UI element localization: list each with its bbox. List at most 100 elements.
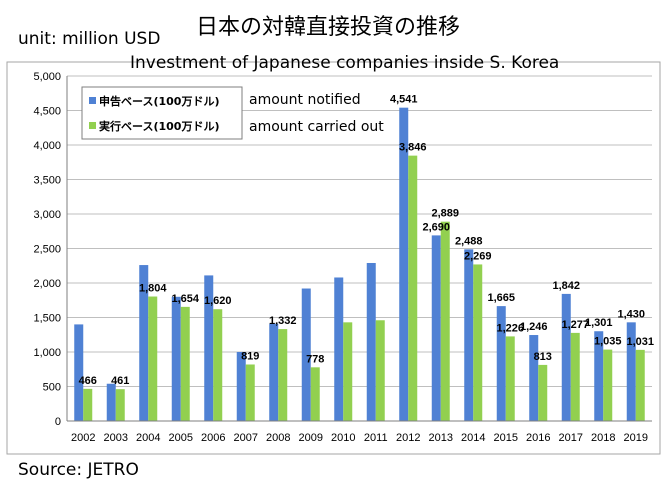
data-label-notified: 1,301 — [585, 317, 613, 329]
x-tick-label: 2018 — [591, 432, 615, 444]
data-label-carried: 1,277 — [561, 319, 589, 331]
bar-carried — [180, 306, 190, 421]
data-label-notified: 1,665 — [487, 292, 515, 304]
x-tick-label: 2003 — [104, 432, 128, 444]
bar-carried — [603, 349, 613, 421]
bar-carried — [83, 388, 93, 421]
bar-carried — [310, 367, 320, 421]
chart-frame — [6, 61, 661, 455]
y-tick-label: 3,500 — [33, 175, 61, 187]
bar-notified — [301, 288, 311, 421]
legend: 申告ベース(100万ドル) 実行ベース(100万ドル) amount notif… — [81, 86, 384, 140]
bar-carried — [635, 349, 645, 421]
y-tick-label: 1,500 — [33, 313, 61, 325]
data-label-carried: 813 — [534, 351, 552, 363]
y-tick-label: 500 — [43, 382, 61, 394]
x-tick-label: 2008 — [266, 432, 290, 444]
y-axis: 0 500 1,000 1,500 2,000 2,500 3,000 3,500 4,000 4… — [33, 71, 68, 428]
data-label-notified: 2,690 — [422, 221, 450, 233]
bar-notified — [74, 324, 84, 421]
data-label-notified: 1,430 — [617, 308, 645, 320]
y-tick-label: 2,000 — [33, 278, 61, 290]
y-tick-label: 1,000 — [33, 347, 61, 359]
bar-notified — [236, 352, 246, 421]
data-label-carried: 1,654 — [171, 293, 199, 305]
x-axis: 2002 2003 2004 2005 2006 2007 2008 2009 2010 2011… — [67, 420, 652, 444]
bar-carried — [343, 322, 353, 421]
y-tick-label: 5,000 — [33, 71, 61, 83]
data-label-notified: 2,488 — [455, 235, 483, 247]
bar-carried — [245, 364, 255, 421]
y-tick-label: 3,000 — [33, 209, 61, 221]
x-tick-label: 2004 — [136, 432, 160, 444]
bar-notified — [334, 277, 344, 421]
bars — [74, 107, 645, 422]
bar-carried — [278, 329, 288, 421]
data-label-carried: 2,269 — [464, 250, 492, 262]
data-labels: 466 461 1,804 1,654 1,620 819 1,332 778 4,541 3,8… — [79, 94, 654, 388]
data-label-carried: 1,226 — [496, 322, 524, 334]
data-label-carried: 466 — [79, 375, 97, 387]
x-tick-label: 2007 — [234, 432, 258, 444]
data-label-notified: 1,842 — [552, 280, 580, 292]
x-tick-label: 2005 — [169, 432, 193, 444]
x-tick-label: 2014 — [461, 432, 485, 444]
bar-carried — [213, 309, 223, 421]
bar-carried — [375, 320, 385, 421]
bar-notified — [106, 383, 116, 421]
chart-title-en: Investment of Japanese companies inside … — [130, 53, 559, 73]
bar-notified — [366, 262, 376, 421]
bar-notified — [594, 331, 604, 421]
bar-carried — [440, 221, 450, 421]
legend-box — [81, 86, 243, 140]
legend-label-notified: 申告ベース(100万ドル) — [99, 94, 219, 108]
x-tick-label: 2012 — [396, 432, 420, 444]
y-tick-label: 2,500 — [33, 244, 61, 256]
x-tick-label: 2010 — [331, 432, 355, 444]
data-label-carried: 1,804 — [139, 283, 167, 295]
x-tick-label: 2013 — [429, 432, 453, 444]
bar-carried — [115, 389, 125, 421]
legend-label-carried: 実行ベース(100万ドル) — [99, 119, 219, 133]
y-tick-label: 4,500 — [33, 106, 61, 118]
x-tick-label: 2002 — [71, 432, 95, 444]
data-label-carried: 778 — [306, 353, 324, 365]
data-label-carried: 1,035 — [594, 336, 622, 348]
source-note: Source: JETRO — [18, 460, 139, 480]
bar-notified — [139, 265, 149, 421]
bar-carried — [505, 336, 515, 421]
bar-notified — [269, 323, 279, 421]
bar-notified — [529, 335, 539, 421]
bar-notified — [204, 275, 214, 421]
y-tick-label: 4,000 — [33, 140, 61, 152]
x-tick-label: 2015 — [494, 432, 518, 444]
bar-carried — [408, 155, 418, 421]
legend-swatch-notified — [89, 97, 96, 104]
data-label-carried: 461 — [111, 375, 129, 387]
bar-carried — [148, 296, 158, 421]
data-label-carried: 3,846 — [399, 142, 427, 154]
chart-title-jp: 日本の対韓直接投資の推移 — [196, 15, 460, 40]
data-label-notified: 4,541 — [390, 94, 418, 106]
data-label-carried: 1,031 — [626, 336, 654, 348]
x-tick-label: 2006 — [201, 432, 225, 444]
bar-carried — [538, 364, 548, 421]
bar-carried — [473, 264, 483, 421]
bar-notified — [496, 306, 506, 421]
bar-notified — [626, 322, 636, 421]
bar-notified — [399, 107, 409, 422]
x-tick-label: 2011 — [364, 432, 388, 444]
data-label-carried: 1,620 — [204, 295, 232, 307]
legend-annotation-notified: amount notified — [249, 92, 361, 108]
legend-annotation-carried: amount carried out — [249, 119, 384, 135]
x-tick-label: 2017 — [559, 432, 583, 444]
bar-carried — [570, 332, 580, 421]
data-label-carried: 819 — [241, 350, 259, 362]
bar-notified — [464, 249, 474, 421]
x-tick-label: 2019 — [624, 432, 648, 444]
y-tick-label: 0 — [55, 416, 61, 428]
bar-notified — [171, 296, 181, 421]
bar-notified — [431, 235, 441, 421]
data-label-notified: 1,246 — [520, 321, 548, 333]
